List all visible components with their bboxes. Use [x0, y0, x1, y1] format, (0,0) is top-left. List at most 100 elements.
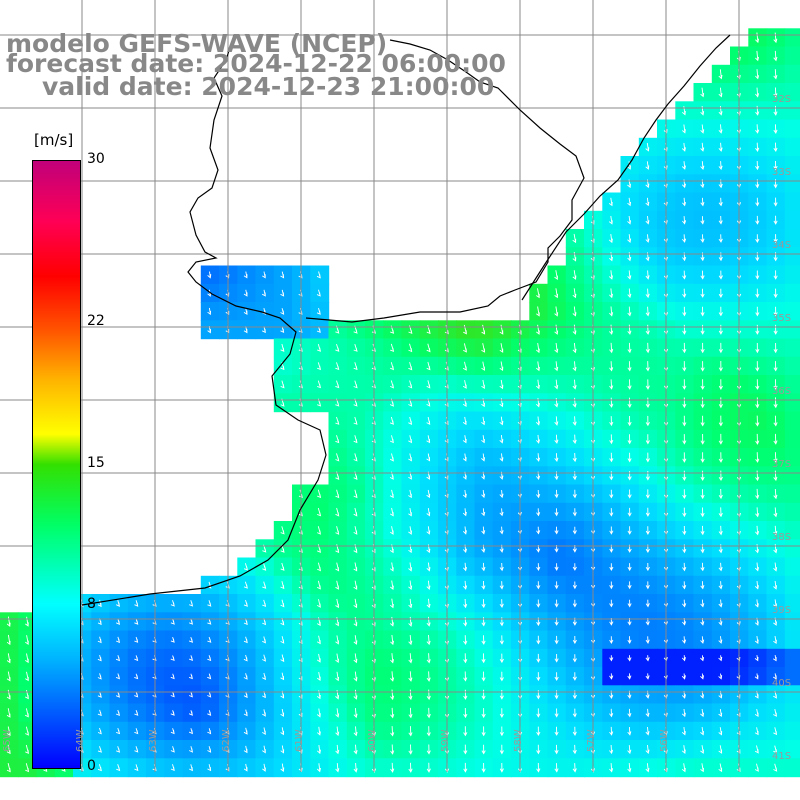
wind-arrow — [335, 580, 339, 590]
wind-arrow — [627, 489, 632, 499]
wind-arrow — [718, 105, 723, 116]
wind-arrow — [718, 342, 723, 354]
wind-arrow — [700, 342, 705, 354]
wind-arrow — [682, 324, 687, 335]
wind-arrow — [773, 342, 778, 354]
wind-arrow — [754, 636, 759, 644]
wind-cell — [784, 411, 800, 431]
wind-arrow — [718, 306, 723, 317]
wind-arrow — [116, 636, 120, 644]
wind-arrow — [773, 160, 778, 171]
wind-arrow — [353, 671, 358, 682]
wind-arrow — [608, 197, 613, 207]
wind-arrow — [426, 526, 431, 535]
wind-arrow — [700, 197, 705, 207]
wind-arrow — [353, 708, 358, 719]
wind-arrow — [481, 726, 486, 737]
wind-arrow — [389, 416, 394, 425]
wind-arrow — [681, 655, 686, 662]
wind-arrow — [408, 653, 413, 664]
wind-arrow — [627, 215, 632, 225]
wind-cell — [784, 64, 800, 84]
wind-arrow — [645, 526, 650, 535]
wind-arrow — [316, 271, 321, 279]
wind-arrow — [97, 636, 102, 644]
wind-arrow — [755, 525, 760, 536]
wind-arrow — [754, 745, 759, 754]
wind-arrow — [536, 361, 540, 372]
wind-arrow — [682, 507, 687, 518]
wind-cell — [784, 192, 800, 212]
wind-arrow — [682, 361, 687, 372]
wind-arrow — [700, 763, 704, 773]
wind-arrow — [609, 744, 614, 755]
wind-arrow — [426, 453, 431, 462]
wind-arrow — [718, 161, 723, 171]
wind-arrow — [645, 361, 650, 372]
wind-arrow — [755, 488, 760, 500]
wind-arrow — [426, 634, 431, 646]
wind-arrow — [773, 361, 778, 372]
wind-arrow — [572, 306, 577, 317]
wind-arrow — [682, 379, 687, 390]
wind-arrow — [390, 634, 395, 646]
wind-arrow — [389, 435, 394, 444]
wind-arrow — [280, 343, 285, 352]
wind-arrow — [572, 270, 577, 280]
wind-arrow — [700, 234, 705, 243]
wind-arrow — [700, 673, 705, 680]
wind-arrow — [755, 288, 760, 299]
wind-arrow — [317, 562, 321, 572]
wind-arrow — [536, 744, 541, 755]
wind-arrow — [262, 709, 266, 717]
wind-arrow — [773, 197, 778, 207]
wind-arrow — [243, 636, 248, 644]
wind-arrow — [627, 342, 632, 354]
wind-arrow — [554, 726, 559, 736]
wind-arrow — [207, 709, 212, 716]
colorbar-tick-label: 22 — [87, 312, 105, 329]
wind-arrow — [682, 434, 687, 445]
wind-cell — [784, 667, 800, 686]
wind-arrow — [426, 380, 431, 389]
wind-arrow — [554, 563, 559, 571]
latitude-label: 40S — [772, 678, 792, 689]
wind-arrow — [353, 507, 358, 517]
wind-cell — [784, 283, 800, 303]
wind-arrow — [700, 161, 705, 171]
wind-arrow — [700, 727, 704, 736]
wind-arrow — [554, 453, 559, 463]
wind-cell — [784, 484, 800, 504]
wind-arrow — [499, 671, 504, 682]
latitude-label: 39S — [772, 605, 792, 616]
wind-arrow — [353, 526, 358, 535]
wind-arrow — [134, 746, 139, 753]
wind-arrow — [408, 562, 413, 572]
wind-arrow — [755, 342, 760, 354]
wind-arrow — [390, 744, 395, 755]
wind-arrow — [353, 435, 358, 444]
wind-arrow — [536, 599, 541, 608]
wind-arrow — [645, 397, 650, 409]
wind-arrow — [426, 508, 431, 517]
wind-arrow — [755, 50, 760, 62]
wind-arrow — [755, 105, 760, 116]
wind-cell — [784, 174, 800, 194]
wind-arrow — [462, 453, 467, 462]
wind-arrow — [627, 507, 632, 517]
wind-arrow — [25, 744, 29, 755]
wind-arrow — [627, 452, 632, 463]
wind-arrow — [755, 234, 760, 244]
wind-arrow — [390, 689, 395, 701]
wind-arrow — [773, 87, 778, 98]
wind-arrow — [536, 489, 541, 499]
wind-arrow — [170, 691, 175, 698]
wind-arrow — [316, 653, 321, 663]
wind-arrow — [317, 362, 322, 371]
wind-arrow — [682, 470, 687, 481]
wind-arrow — [25, 653, 29, 664]
wind-arrow — [718, 360, 723, 372]
wind-arrow — [335, 416, 340, 425]
wind-arrow — [627, 673, 632, 680]
wind-arrow — [755, 470, 760, 482]
